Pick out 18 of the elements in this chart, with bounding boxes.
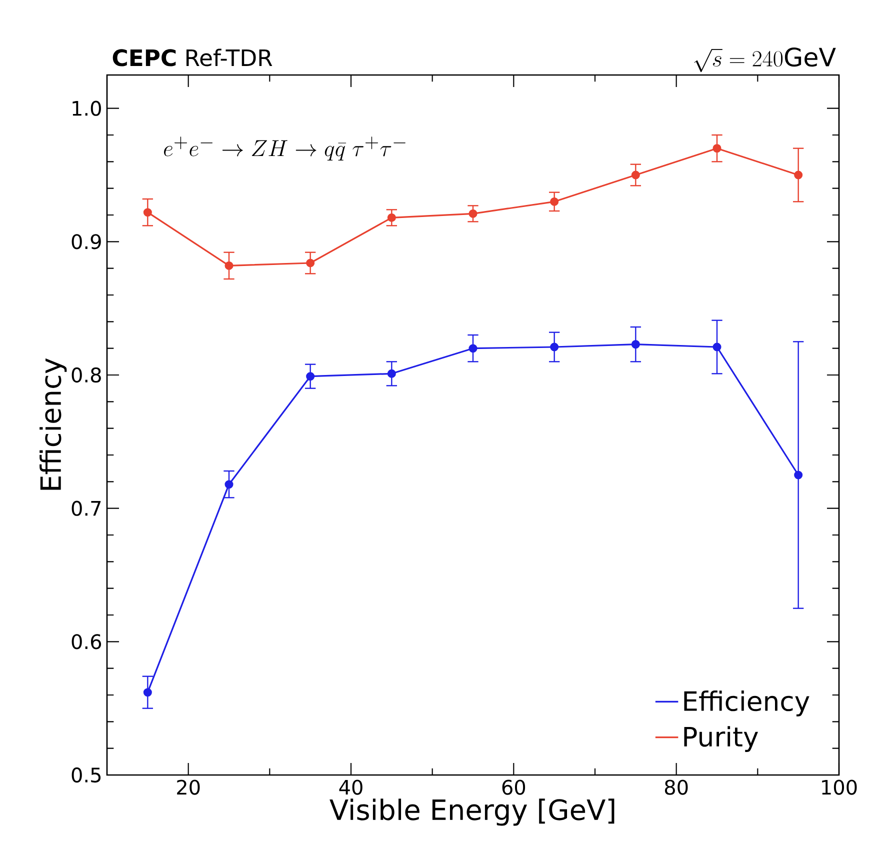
y-axis-title: Efficiency xyxy=(40,358,67,490)
x-tick-label: 80 xyxy=(664,780,688,795)
x-tick-label: 40 xyxy=(339,780,362,795)
chart-title: CEPC Ref-TDR xyxy=(112,48,272,66)
text: $\sqrt{s} = 240\mathrm{GeV}$ xyxy=(694,47,836,72)
y-tick-label: 0.9 xyxy=(72,234,101,250)
legend-label: Purity xyxy=(684,726,758,752)
y-tick-label: 0.5 xyxy=(72,767,101,783)
y-tick-label: 0.6 xyxy=(72,634,102,650)
x-tick-label: 20 xyxy=(177,780,200,795)
y-tick-label: 0.8 xyxy=(72,367,101,383)
y-tick-label: 1.0 xyxy=(72,100,101,116)
x-tick-label: 60 xyxy=(502,780,526,795)
annotation: $e^{+}e^{-}\rightarrow ZH\rightarrow q\bar{q}\;\tau^{+}\tau^{-}$ xyxy=(164,136,406,161)
legend-label: Efficiency xyxy=(684,690,810,716)
x-axis-title: Visible Energy [GeV] xyxy=(330,798,614,826)
x-tick-label: 100 xyxy=(822,780,857,795)
y-tick-label: 0.7 xyxy=(72,500,101,516)
